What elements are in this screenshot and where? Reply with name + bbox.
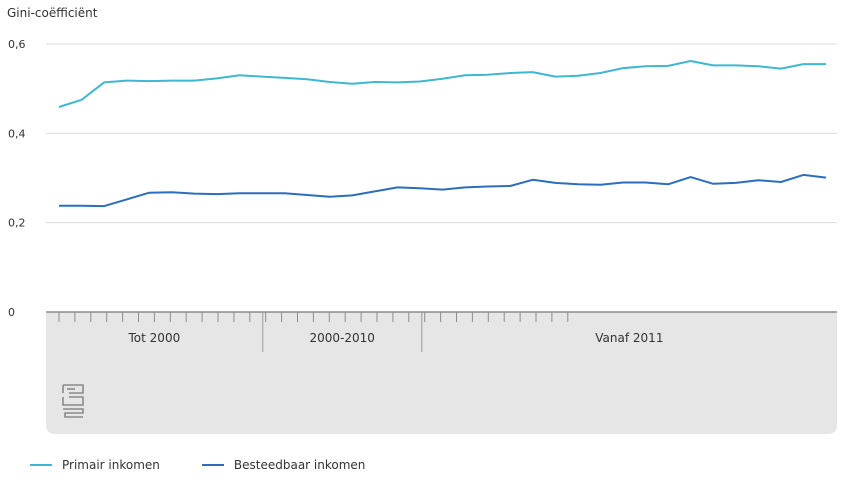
gridlines [46, 43, 837, 224]
series-line-primair-inkomen [58, 60, 826, 108]
legend-item-primair: Primair inkomen [30, 458, 160, 472]
legend-label-primair: Primair inkomen [62, 458, 160, 472]
group-label: 2000-2010 [310, 331, 375, 345]
y-tick-label: 0,6 [8, 38, 26, 51]
y-tick-label: 0,4 [8, 127, 26, 140]
group-label: Tot 2000 [128, 331, 181, 345]
legend-swatch-besteedbaar [201, 464, 224, 466]
x-ticks [58, 312, 569, 322]
y-tick-labels: 0 0,2 0,4 0,6 [8, 38, 26, 319]
category-axis-panel [46, 312, 837, 434]
category-axis-panel-top [46, 312, 837, 322]
y-tick-label: 0,2 [8, 217, 26, 230]
legend-swatch-primair [30, 464, 52, 466]
group-dividers [262, 312, 423, 352]
group-label: Vanaf 2011 [595, 331, 663, 345]
y-axis-title: Gini-coëfficiënt [7, 6, 98, 20]
series-lines [58, 60, 827, 208]
legend-item-besteedbaar: Besteedbaar inkomen [201, 458, 366, 472]
series-line-besteedbaar-inkomen [59, 173, 827, 208]
cbs-logo-icon [62, 384, 84, 418]
legend: Primair inkomen Besteedbaar inkomen [30, 458, 407, 472]
y-tick-label: 0 [8, 306, 15, 319]
group-labels: Tot 2000 2000-2010 Vanaf 2011 [128, 331, 664, 345]
legend-label-besteedbaar: Besteedbaar inkomen [233, 458, 366, 472]
